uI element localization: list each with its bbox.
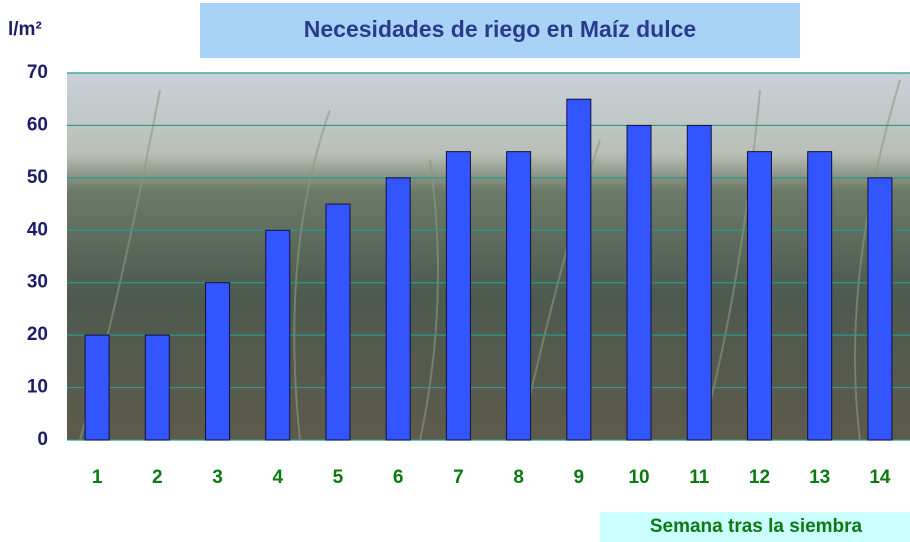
bar	[206, 283, 230, 440]
y-tick-label: 40	[27, 219, 48, 240]
bar	[446, 152, 470, 440]
x-tick-label: 6	[393, 467, 404, 488]
bar	[266, 230, 290, 440]
bar	[507, 152, 531, 440]
x-tick-label: 11	[689, 467, 710, 488]
x-tick-label: 10	[628, 467, 649, 488]
y-tick-label: 0	[37, 429, 48, 450]
x-tick-label: 5	[333, 467, 344, 488]
y-tick-label: 60	[27, 114, 48, 135]
y-tick-label: 70	[27, 62, 48, 83]
y-tick-label: 10	[27, 377, 48, 398]
x-tick-label: 13	[809, 467, 830, 488]
bar	[145, 335, 169, 440]
bar	[326, 204, 350, 440]
x-tick-label: 8	[513, 467, 524, 488]
y-tick-label: 30	[27, 272, 48, 293]
x-tick-label: 2	[152, 467, 163, 488]
x-tick-label: 4	[272, 467, 283, 488]
y-tick-label: 50	[27, 167, 48, 188]
bar	[386, 178, 410, 440]
y-tick-label: 20	[27, 324, 48, 345]
x-tick-label: 9	[574, 467, 585, 488]
x-tick-label: 1	[92, 467, 103, 488]
x-tick-label: 14	[869, 467, 891, 488]
bar	[627, 125, 651, 440]
y-axis-label: l/m²	[8, 19, 42, 40]
chart-title: Necesidades de riego en Maíz dulce	[304, 16, 696, 42]
x-tick-label: 7	[453, 467, 464, 488]
chart: Necesidades de riego en Maíz dulce l/m² …	[0, 0, 910, 542]
bar	[747, 152, 771, 440]
plot-background	[67, 73, 910, 440]
x-tick-label: 12	[749, 467, 770, 488]
bar	[808, 152, 832, 440]
x-tick-label: 3	[212, 467, 223, 488]
bar	[567, 99, 591, 440]
bar	[85, 335, 109, 440]
bar	[687, 125, 711, 440]
x-axis-label: Semana tras la siembra	[650, 516, 863, 537]
bar	[868, 178, 892, 440]
